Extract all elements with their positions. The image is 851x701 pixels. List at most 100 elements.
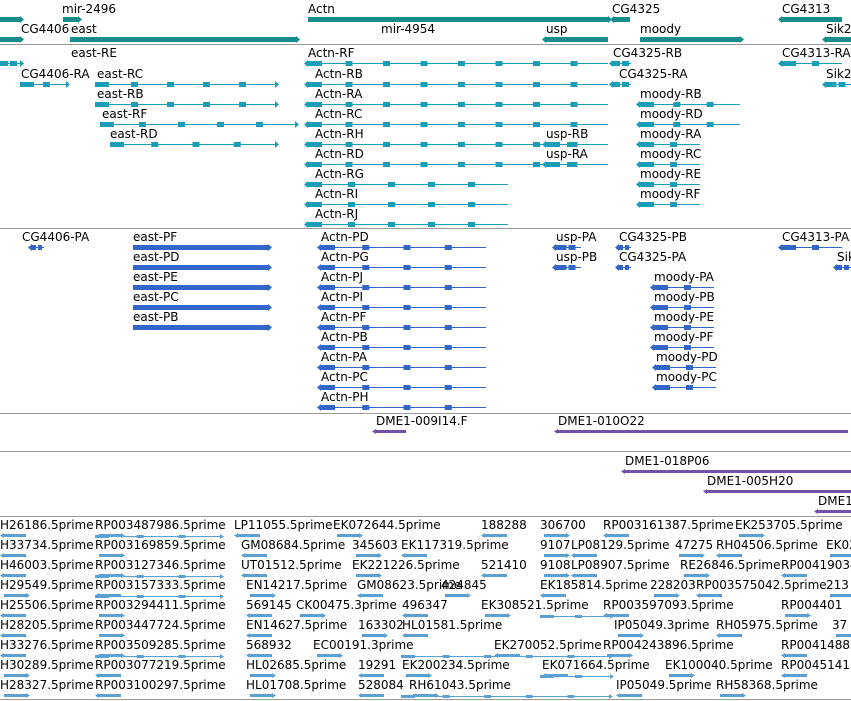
transcript-glyph[interactable] <box>635 100 745 109</box>
est-label[interactable]: 37 <box>832 618 848 632</box>
est-label[interactable]: EK308521.5prime <box>481 598 589 612</box>
protein-label[interactable]: Actn-PH <box>321 390 369 404</box>
est-label[interactable]: 9107 <box>540 538 571 552</box>
transcript-label[interactable]: CG4325-RB <box>613 46 683 60</box>
est-label[interactable]: IP05049.5prime <box>616 678 712 692</box>
transcript-label[interactable]: CG4313-RA <box>782 46 851 60</box>
est-label[interactable]: UT01512.5prime <box>241 558 342 572</box>
est-label[interactable]: RP003294411.5prime <box>95 598 226 612</box>
transcript-label[interactable]: moody-RE <box>640 167 702 181</box>
gene-glyph[interactable] <box>541 35 613 44</box>
est-glyph[interactable] <box>245 632 277 639</box>
est-label[interactable]: 19291 <box>358 658 397 672</box>
transcript-glyph[interactable] <box>821 80 851 89</box>
protein-label[interactable]: Actn-PA <box>321 350 367 364</box>
est-glyph[interactable] <box>351 552 383 559</box>
est-label[interactable]: RP00451413 <box>781 658 851 672</box>
est-label[interactable]: RH05975.5prime <box>716 618 818 632</box>
est-glyph[interactable] <box>780 652 812 659</box>
gene-label[interactable]: CG4406 <box>21 22 70 36</box>
est-glyph[interactable] <box>825 552 851 559</box>
transcript-glyph[interactable] <box>303 120 613 129</box>
est-label[interactable]: 163302 <box>358 618 404 632</box>
est-glyph[interactable] <box>90 593 225 600</box>
est-label[interactable]: H28205.5prime <box>0 618 94 632</box>
est-glyph[interactable] <box>0 652 31 659</box>
clones_b-label[interactable]: DME1-018P06 <box>625 454 710 468</box>
est-glyph[interactable] <box>649 592 681 599</box>
protein-glyph[interactable] <box>316 283 491 292</box>
est-glyph[interactable] <box>539 532 571 539</box>
est-glyph[interactable] <box>780 612 812 619</box>
est-glyph[interactable] <box>245 672 277 679</box>
est-label[interactable]: RP003127346.5prime <box>95 558 226 572</box>
est-label[interactable]: H46003.5prime <box>0 558 94 572</box>
est-label[interactable]: EK117319.5prime <box>401 538 509 552</box>
est-label[interactable]: EK253705.5prime <box>735 518 843 532</box>
transcript-glyph[interactable] <box>608 59 636 68</box>
est-label[interactable]: 569145 <box>246 598 292 612</box>
protein-glyph[interactable] <box>649 323 719 332</box>
protein-label[interactable]: Actn-PI <box>321 290 364 304</box>
gene-label[interactable]: mir-2496 <box>62 2 117 16</box>
protein-glyph[interactable] <box>128 243 273 252</box>
transcript-glyph[interactable] <box>95 120 300 129</box>
est-glyph[interactable] <box>780 672 812 679</box>
transcript-label[interactable]: moody-RA <box>640 127 702 141</box>
protein-glyph[interactable] <box>551 263 586 272</box>
transcript-glyph[interactable] <box>105 140 280 149</box>
est-glyph[interactable] <box>0 572 31 579</box>
est-glyph[interactable] <box>0 552 31 559</box>
protein-glyph[interactable] <box>316 263 491 272</box>
transcript-label[interactable]: moody-RF <box>640 187 701 201</box>
est-label[interactable]: RP004243896.5prime <box>603 638 734 652</box>
gene-glyph[interactable] <box>635 35 745 44</box>
protein-label[interactable]: moody-PD <box>656 350 718 364</box>
protein-glyph[interactable] <box>316 403 491 412</box>
est-glyph[interactable] <box>539 572 571 579</box>
est-glyph[interactable] <box>90 573 225 580</box>
protein-glyph[interactable] <box>649 303 719 312</box>
protein-label[interactable]: east-PE <box>133 270 178 284</box>
est-glyph[interactable] <box>679 572 711 579</box>
est-label[interactable]: EN14217.5prime <box>246 578 348 592</box>
gene-label[interactable]: usp <box>546 22 568 36</box>
est-glyph[interactable] <box>602 532 634 539</box>
est-label[interactable]: EK100040.5prime <box>665 658 773 672</box>
transcript-glyph[interactable] <box>303 80 613 89</box>
gene-glyph[interactable] <box>0 35 25 44</box>
transcript-label[interactable]: Actn-RC <box>315 107 363 121</box>
est-glyph[interactable] <box>332 532 364 539</box>
gene-label[interactable]: mir-4954 <box>381 22 436 36</box>
gene-label[interactable]: Sik2 <box>826 22 851 36</box>
protein-label[interactable]: Actn-PG <box>321 250 369 264</box>
protein-glyph[interactable] <box>651 363 721 372</box>
protein-label[interactable]: usp-PB <box>556 250 598 264</box>
est-label[interactable]: EN14627.5prime <box>246 618 348 632</box>
est-label[interactable]: EK02 <box>826 538 851 552</box>
transcript-glyph[interactable] <box>635 140 705 149</box>
protein-glyph[interactable] <box>614 263 636 272</box>
est-glyph[interactable] <box>539 592 571 599</box>
transcript-glyph[interactable] <box>541 160 593 169</box>
protein-label[interactable]: CG4313-PA <box>782 230 850 244</box>
est-label[interactable]: RH04506.5prime <box>716 538 818 552</box>
est-label[interactable]: LP11055.5prime <box>234 518 333 532</box>
est-label[interactable]: RP003161387.5prime <box>603 518 734 532</box>
est-glyph[interactable] <box>715 632 747 639</box>
clones_a-label[interactable]: DME1-009I14.F <box>376 414 468 428</box>
transcript-label[interactable]: Actn-RG <box>315 167 364 181</box>
est-label[interactable]: LP08129.5prime <box>571 538 670 552</box>
protein-label[interactable]: usp-PA <box>556 230 597 244</box>
protein-glyph[interactable] <box>27 243 49 252</box>
clones_a-glyph[interactable] <box>553 428 851 435</box>
est-glyph[interactable] <box>94 552 126 559</box>
transcript-label[interactable]: east-RD <box>110 127 158 141</box>
transcript-glyph[interactable] <box>303 100 613 109</box>
transcript-glyph[interactable] <box>0 59 25 68</box>
transcript-label[interactable]: CG4406-RA <box>21 67 90 81</box>
transcript-label[interactable]: east-RF <box>102 107 148 121</box>
est-glyph[interactable] <box>245 612 277 619</box>
est-label[interactable]: RE26846.5prime <box>680 558 781 572</box>
est-glyph[interactable] <box>357 632 389 639</box>
